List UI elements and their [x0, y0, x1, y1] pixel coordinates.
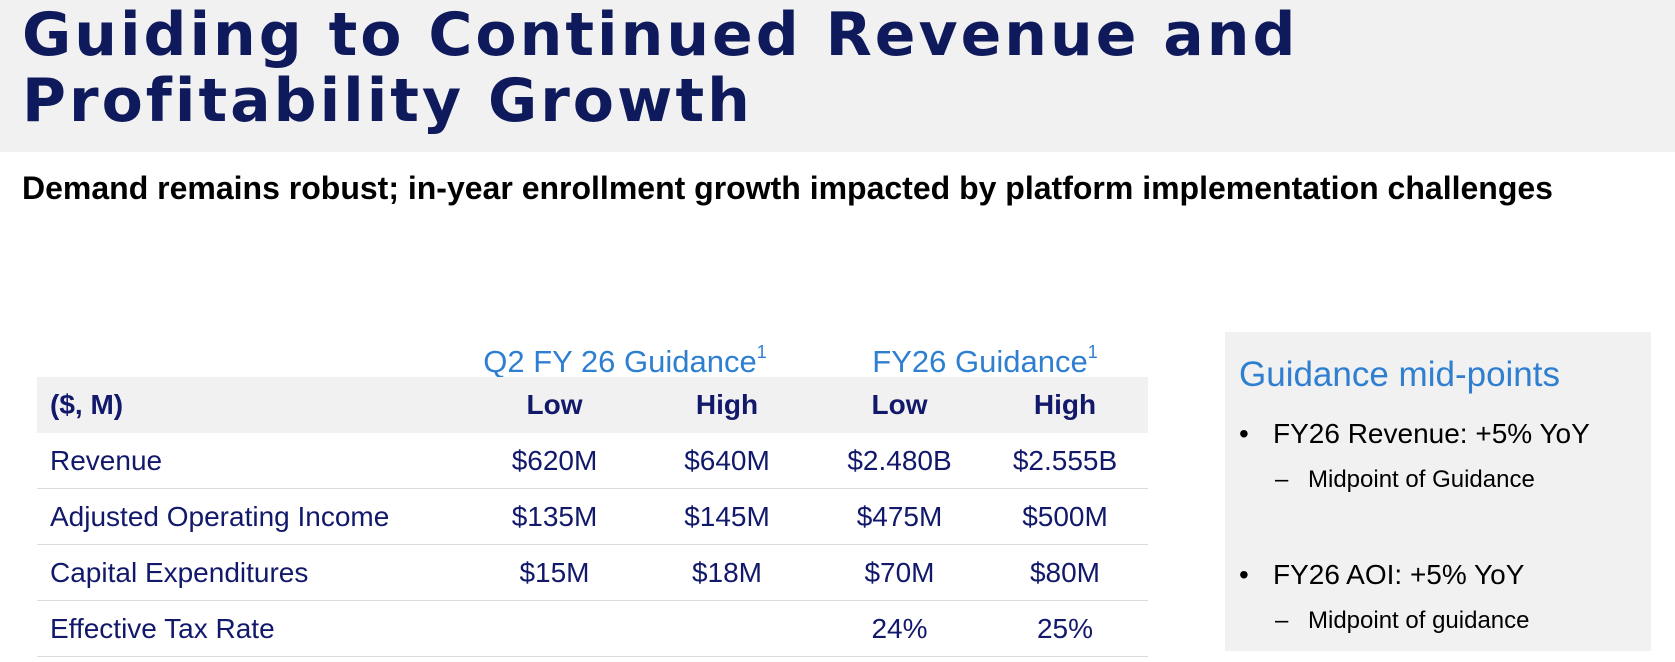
bullet-text: FY26 Revenue: +5% YoY	[1273, 418, 1590, 449]
table-header-row: ($, M) Low High Low High	[37, 377, 1148, 433]
fy-low-value: $70M	[864, 556, 935, 588]
column-header-fy-high: High	[1033, 389, 1097, 420]
q2-guidance-header: Q2 FY 26 Guidance1	[450, 330, 800, 379]
footnote-marker: 1	[1087, 342, 1098, 362]
q2-high-value: $145M	[684, 500, 770, 532]
sub-bullet-dash: –	[1275, 466, 1289, 493]
page-title: Guiding to Continued Revenue and Profita…	[22, 0, 1299, 136]
page-subtitle: Demand remains robust; in-year enrollmen…	[22, 170, 1553, 206]
table-row-revenue: Revenue $620M $640M $2.480B $2.555B	[37, 433, 1148, 489]
column-header-units: ($, M)	[50, 389, 124, 420]
table-row-aoi: Adjusted Operating Income $135M $145M $4…	[37, 489, 1148, 545]
guidance-table: ($, M) Low High Low High Revenue $620M $…	[37, 377, 1148, 657]
fy-high-value: $80M	[1029, 556, 1101, 588]
row-label: Adjusted Operating Income	[50, 500, 390, 532]
q2-low-value: $15M	[519, 556, 590, 588]
fy26-guidance-header: FY26 Guidance1	[820, 330, 1150, 379]
row-label: Effective Tax Rate	[50, 612, 275, 644]
bullet-text: FY26 AOI: +5% YoY	[1273, 559, 1525, 590]
sub-bullet-aoi: – Midpoint of guidance	[1275, 606, 1529, 636]
sub-bullet-text: Midpoint of Guidance	[1308, 466, 1535, 493]
column-header-q2-high: High	[695, 389, 759, 420]
sub-bullet-revenue: – Midpoint of Guidance	[1275, 465, 1535, 495]
q2-high-value: $640M	[684, 444, 770, 476]
bullet-revenue: • FY26 Revenue: +5% YoY	[1239, 417, 1590, 451]
row-label: Revenue	[50, 444, 163, 476]
fy26-guidance-label: FY26 Guidance	[872, 344, 1088, 379]
fy-high-value: $500M	[1022, 500, 1108, 532]
q2-low-value: $620M	[511, 444, 598, 476]
column-header-fy-low: Low	[871, 389, 928, 420]
sub-bullet-text: Midpoint of guidance	[1308, 607, 1530, 634]
table-row-tax-rate: Effective Tax Rate 24% 25%	[37, 601, 1148, 657]
footnote-marker: 1	[756, 342, 767, 362]
fy-high-value: 25%	[1036, 612, 1094, 644]
bullet-aoi: • FY26 AOI: +5% YoY	[1239, 558, 1524, 592]
fy-high-value: $2.555B	[1012, 444, 1118, 476]
sub-bullet-dash: –	[1275, 607, 1289, 634]
table-row-capex: Capital Expenditures $15M $18M $70M $80M	[37, 545, 1148, 601]
panel-title: Guidance mid-points	[1239, 355, 1560, 394]
guidance-midpoints-panel: Guidance mid-points • FY26 Revenue: +5% …	[1225, 332, 1651, 651]
title-band	[0, 0, 1675, 152]
fy-low-value: $2.480B	[847, 444, 952, 476]
q2-guidance-label: Q2 FY 26 Guidance	[483, 344, 757, 379]
bullet-dot: •	[1239, 418, 1249, 449]
fy-low-value: 24%	[871, 612, 928, 644]
column-header-q2-low: Low	[526, 389, 583, 420]
q2-high-value: $18M	[691, 556, 763, 588]
q2-low-value: $135M	[511, 500, 598, 532]
row-label: Capital Expenditures	[50, 556, 309, 588]
fy-low-value: $475M	[856, 500, 943, 532]
bullet-dot: •	[1239, 559, 1249, 590]
